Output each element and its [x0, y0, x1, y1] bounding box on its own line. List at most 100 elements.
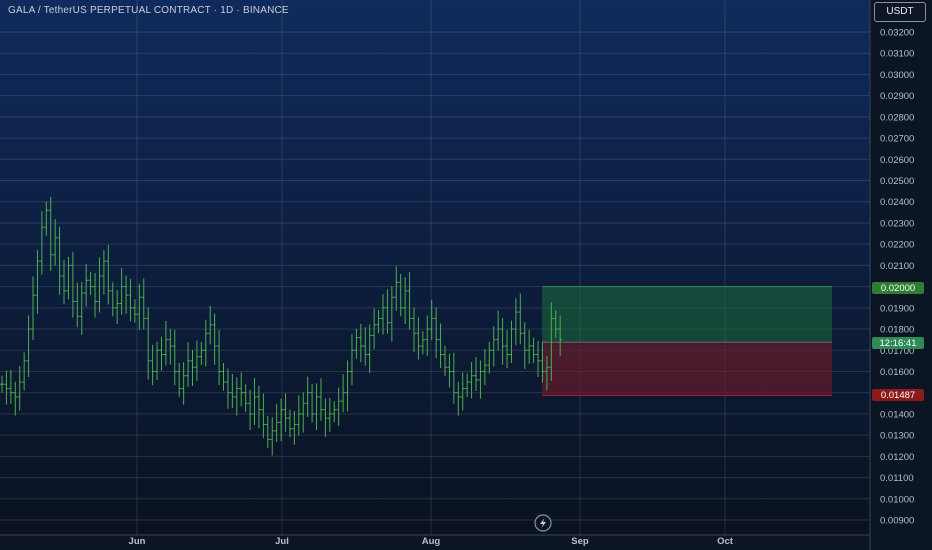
ohlc-bar [438, 323, 443, 369]
ohlc-bar [26, 315, 31, 377]
ohlc-bar [13, 381, 18, 416]
ohlc-bar [522, 322, 527, 369]
ohlc-bar [491, 326, 496, 367]
ohlc-bar [314, 383, 319, 431]
ohlc-bar [429, 299, 434, 341]
y-tick-label: 0.02500 [880, 176, 914, 187]
ohlc-bar [44, 201, 49, 236]
price-badges: 0.02000 12:16:41 0.01487 [872, 282, 924, 401]
ohlc-bar [181, 362, 186, 405]
ohlc-bar [327, 397, 332, 432]
ohlc-bar [500, 318, 505, 365]
ohlc-bar [540, 342, 545, 383]
time-axis[interactable]: Jun Jul Aug Sep Oct [129, 536, 734, 547]
ohlc-bar [124, 275, 129, 314]
ohlc-bar [62, 259, 67, 305]
ohlc-bar [141, 278, 146, 330]
countdown-label: 12:16:41 [880, 338, 917, 349]
ohlc-bar [168, 328, 173, 365]
countdown-badge [872, 337, 924, 349]
ohlc-bar [474, 357, 479, 391]
ohlc-bar [70, 251, 75, 318]
x-tick-label: Aug [422, 536, 441, 547]
ohlc-bar [403, 277, 408, 324]
y-tick-label: 0.01000 [880, 494, 914, 505]
x-tick-label: Jun [129, 536, 146, 547]
ohlc-bar [128, 278, 133, 322]
y-tick-label: 0.01100 [880, 473, 914, 484]
y-tick-label: 0.03200 [880, 28, 914, 39]
ohlc-bar [363, 327, 368, 366]
ohlc-bar [208, 306, 213, 345]
ohlc-bar [265, 416, 270, 448]
x-tick-label: Oct [717, 536, 734, 547]
ohlc-bar [434, 307, 439, 359]
plot-background [0, 0, 870, 535]
ohlc-bar [416, 317, 421, 360]
currency-selector-button[interactable]: USDT [874, 2, 926, 22]
ohlc-bar [345, 360, 350, 412]
ohlc-bar [296, 395, 301, 436]
ohlc-bar [274, 403, 279, 442]
stop-price-badge [872, 389, 924, 401]
ohlc-bar [372, 308, 377, 349]
replay-icon[interactable] [534, 514, 552, 532]
ohlc-bar [301, 392, 306, 433]
ohlc-bar [84, 264, 89, 307]
ohlc-bar [4, 370, 9, 405]
ohlc-bar [358, 323, 363, 363]
ohlc-bar [443, 346, 447, 376]
y-tick-label: 0.03000 [880, 70, 914, 81]
ohlc-bar [53, 219, 58, 266]
time-axis-background [0, 535, 870, 550]
ohlc-bar [478, 360, 483, 399]
y-tick-label: 0.02100 [880, 261, 914, 272]
y-tick-label: 0.02900 [880, 91, 914, 102]
y-tick-label: 0.02200 [880, 240, 914, 251]
y-tick-label: 0.01200 [880, 452, 914, 463]
ohlc-bar [234, 377, 239, 416]
ohlc-bar [79, 281, 84, 335]
ohlc-bar [354, 329, 359, 359]
ohlc-bar [332, 401, 337, 423]
ohlc-bar [97, 257, 102, 313]
ohlc-bar [318, 378, 323, 421]
ohlc-bar [305, 376, 310, 417]
ohlc-bar [88, 271, 93, 296]
y-tick-label: 0.00900 [880, 516, 914, 527]
ohlc-bar [155, 341, 160, 380]
ohlc-bar [336, 387, 341, 426]
ohlc-bar [310, 384, 315, 423]
ohlc-bar [248, 389, 253, 431]
ohlc-bar [292, 410, 297, 445]
ohlc-bar [119, 267, 124, 315]
x-tick-label: Jul [275, 536, 289, 547]
ohlc-bar [256, 385, 261, 429]
ohlc-bar [367, 324, 372, 374]
ohlc-bar [199, 341, 204, 366]
ohlc-bar [22, 352, 27, 391]
ohlc-bar [456, 381, 461, 416]
ohlc-bar [544, 356, 549, 391]
y-tick-label: 0.01300 [880, 431, 914, 442]
ohlc-bar [110, 282, 115, 317]
price-axis[interactable]: 0.00900 0.01000 0.01100 0.01200 0.01300 0.014… [880, 28, 914, 527]
ohlc-bar [536, 340, 541, 377]
ohlc-bar [212, 313, 217, 365]
ohlc-bar [159, 336, 164, 371]
ohlc-bar [203, 319, 208, 367]
chart-title: GALA / TetherUS PERPETUAL CONTRACT · 1D … [8, 5, 289, 16]
ohlc-bar [349, 334, 354, 386]
ohlc-bar [93, 273, 98, 318]
ohlc-bar [221, 362, 226, 391]
y-tick-label: 0.02700 [880, 134, 914, 145]
y-tick-label: 0.02600 [880, 155, 914, 166]
ohlc-bar [389, 286, 394, 342]
ohlc-bar [460, 372, 465, 411]
ohlc-bar [177, 362, 182, 397]
ohlc-bar [558, 315, 563, 356]
ohlc-bar [496, 310, 501, 351]
target-price-badge [872, 282, 924, 294]
